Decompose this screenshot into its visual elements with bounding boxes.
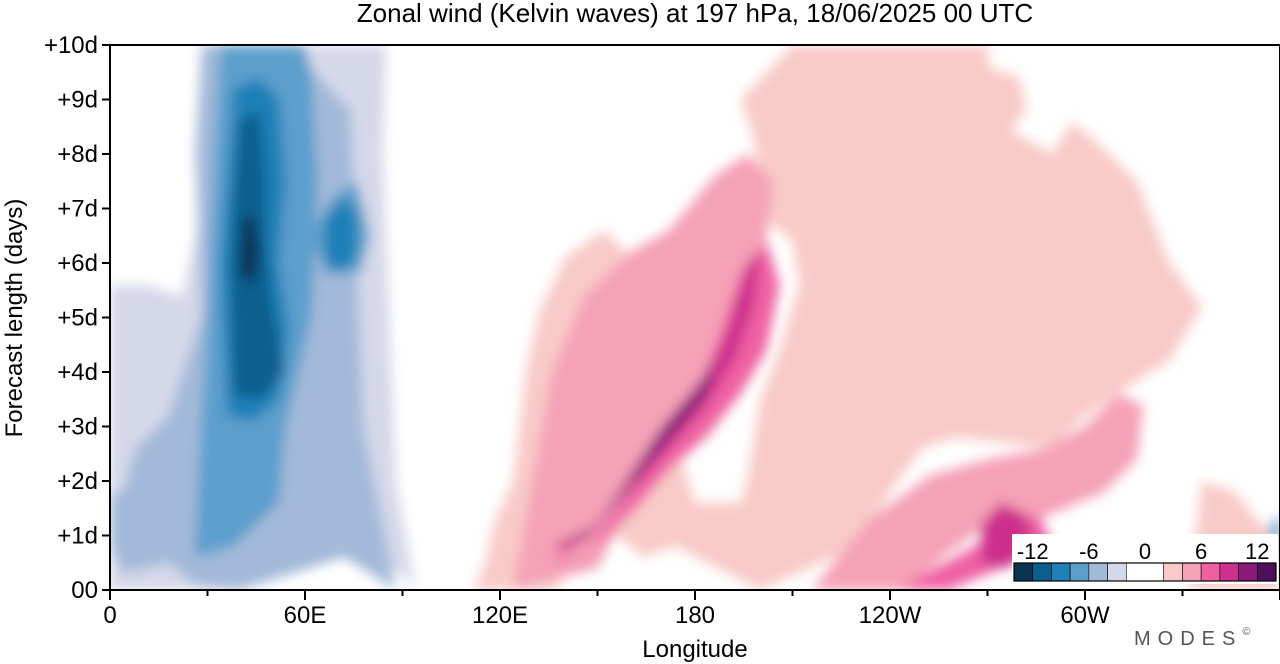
y-tick-label: +5d (57, 305, 98, 332)
y-tick-label: +3d (57, 414, 98, 441)
x-tick-label: 60E (284, 602, 327, 629)
contour-layer (110, 45, 1280, 590)
y-axis-label: Forecast length (days) (1, 199, 28, 438)
contour-region-6 (324, 197, 357, 274)
x-tick-label: 120W (859, 602, 922, 629)
colorbar-tick-label: 12 (1245, 539, 1269, 564)
y-tick-label: +7d (57, 196, 98, 223)
modes-logo: MODES© (1134, 626, 1257, 650)
colorbar-swatch (1219, 562, 1239, 582)
x-tick-label: 0 (103, 602, 116, 629)
y-tick-label: +8d (57, 141, 98, 168)
colorbar-tick-label: -6 (1079, 539, 1099, 564)
x-tick-label: 120E (472, 602, 528, 629)
y-tick-label: +9d (57, 87, 98, 114)
colorbar-legend: -12 -6 0 6 12 (1012, 534, 1278, 584)
colorbar-tick-label: -12 (1017, 539, 1049, 564)
x-tick-label: 180 (675, 602, 715, 629)
colorbar-swatch (1125, 562, 1165, 582)
colorbar-tick-label: 6 (1195, 539, 1207, 564)
y-tick-label: +4d (57, 359, 98, 386)
y-tick-label: +2d (57, 468, 98, 495)
colorbar-swatch (1088, 562, 1108, 582)
x-tick-label: 60W (1060, 602, 1110, 629)
y-tick-label: +10d (44, 32, 98, 59)
wind-anomaly-fields (110, 45, 1280, 590)
plot-area (110, 45, 1280, 590)
x-axis-label: Longitude (642, 636, 747, 663)
colorbar-swatch (1051, 562, 1071, 582)
contour-region-15 (513, 154, 773, 590)
colorbar-tick-label: 0 (1139, 539, 1151, 564)
chart-title: Zonal wind (Kelvin waves) at 197 hPa, 18… (357, 0, 1033, 28)
contour-region-8 (240, 213, 260, 285)
y-tick-label: +1d (57, 523, 98, 550)
colorbar-swatch (1069, 562, 1090, 582)
contour-region-13 (942, 66, 1027, 154)
colorbar-swatch (1163, 562, 1183, 582)
y-tick-label: 00 (71, 577, 98, 604)
colorbar-swatch (1013, 562, 1034, 582)
colorbar-swatch (1238, 562, 1258, 582)
contour-region-16 (812, 393, 1144, 590)
colorbar-frame (1013, 562, 1277, 582)
y-tick-label: +6d (57, 250, 98, 277)
colorbar-swatch (1107, 562, 1127, 582)
x-axis: 0 60E 120E 180 120W 60W (103, 590, 1280, 629)
y-axis: 00 +1d +2d +3d +4d +5d +6d +7d +8d +9d +10d (44, 32, 110, 604)
colorbar-swatch (1032, 562, 1052, 582)
colorbar-swatch (1182, 562, 1202, 582)
colorbar-swatch (1200, 562, 1221, 582)
colorbar-swatch (1256, 562, 1277, 582)
